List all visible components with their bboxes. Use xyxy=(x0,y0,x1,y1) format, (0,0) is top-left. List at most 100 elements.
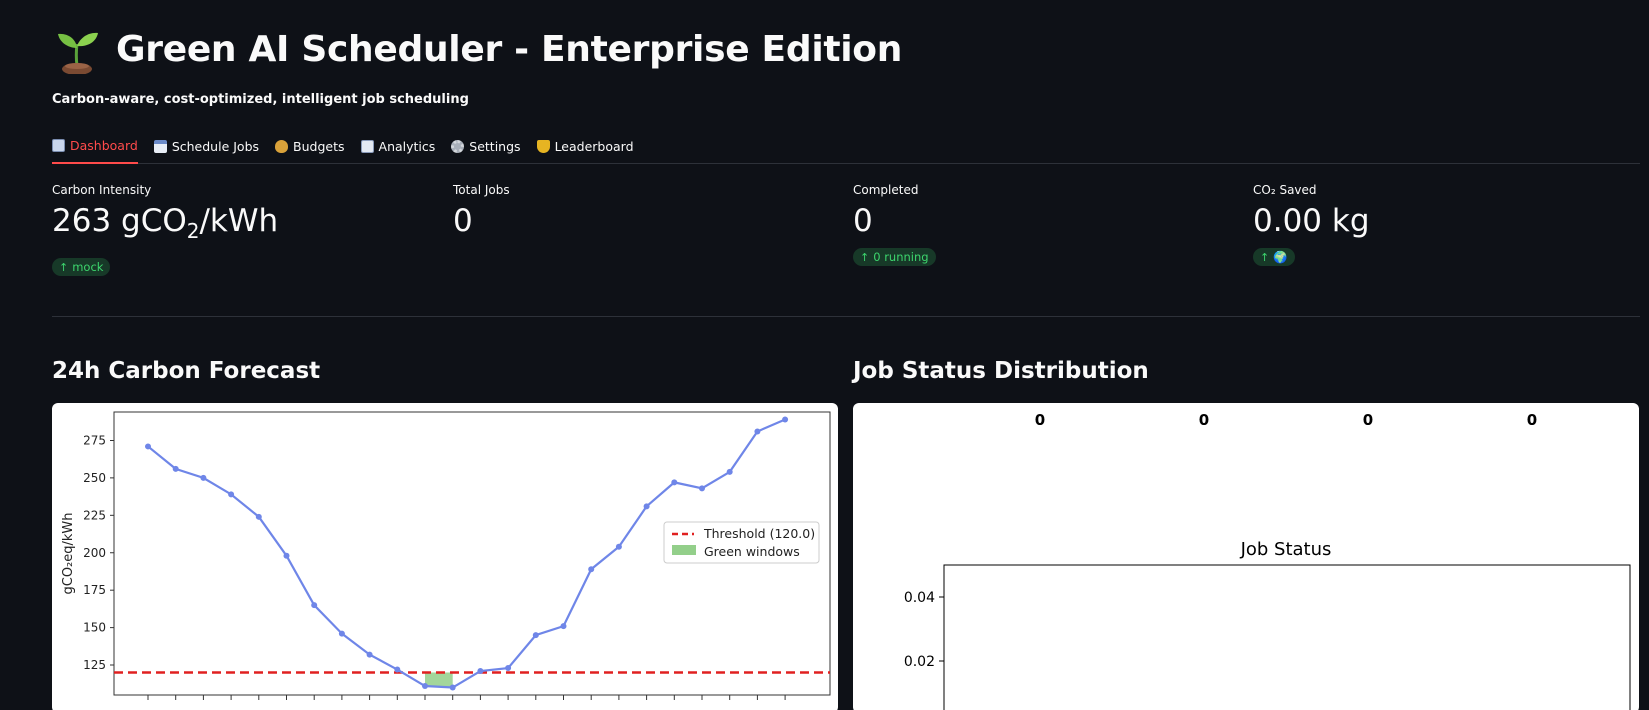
metric-label: Completed xyxy=(853,183,919,197)
metric-value: 0.00 kg xyxy=(1253,203,1370,239)
gear-icon xyxy=(451,139,465,153)
status-plot-frame xyxy=(943,564,1631,710)
tab-label: Leaderboard xyxy=(554,138,634,154)
y-tick-label: 150 xyxy=(83,621,106,635)
y-tick-label: 225 xyxy=(83,508,106,522)
y-tick-label: 175 xyxy=(83,583,106,597)
bar-value-label: 0 xyxy=(1035,411,1045,429)
metric-completed: Completed 0 ↑ 0 running xyxy=(853,183,936,266)
data-point xyxy=(255,513,262,520)
tab-settings[interactable]: Settings xyxy=(451,134,521,164)
forecast-chart: 125 150 175 200 225 250 275 gCO₂eq/kWh Threshol… xyxy=(61,411,831,700)
y-tick-label: 125 xyxy=(83,658,106,672)
forecast-chart-panel: 125 150 175 200 225 250 275 gCO₂eq/kWh Threshol… xyxy=(52,403,838,710)
metric-delta: ↑ 🌍 xyxy=(1253,248,1295,266)
data-point xyxy=(782,416,789,423)
globe-icon: 🌍 xyxy=(1273,250,1288,264)
data-point xyxy=(366,651,373,658)
app-header: Green AI Scheduler - Enterprise Edition xyxy=(52,24,902,74)
tab-schedule-jobs[interactable]: Schedule Jobs xyxy=(153,134,260,164)
metric-delta: ↑ 0 running xyxy=(853,248,936,266)
metric-value: 0 xyxy=(853,203,873,239)
y-axis-label: gCO₂eq/kWh xyxy=(61,512,76,594)
data-point xyxy=(588,566,595,573)
status-chart-title: Job Status xyxy=(1240,539,1332,560)
data-point xyxy=(145,443,151,450)
delta-text: mock xyxy=(72,260,104,275)
data-point xyxy=(615,543,622,550)
y-tick-label: 275 xyxy=(83,433,106,447)
status-chart: 0 0 0 0 Job Status 0.04 0.02 xyxy=(904,411,1631,710)
tab-budgets[interactable]: Budgets xyxy=(275,134,345,164)
tab-label: Dashboard xyxy=(70,137,138,153)
tab-label: Budgets xyxy=(293,138,345,154)
metric-value-number: 263 gCO xyxy=(52,203,187,239)
tab-bar: Dashboard Schedule Jobs Budgets Analytic… xyxy=(52,134,1640,164)
page-subtitle: Carbon-aware, cost-optimized, intelligen… xyxy=(52,92,469,107)
y-tick-label: 0.04 xyxy=(904,590,935,606)
metric-value: 0 xyxy=(453,203,473,239)
bar-value-label: 0 xyxy=(1527,411,1537,429)
data-point xyxy=(283,552,290,559)
data-point xyxy=(560,623,567,630)
page-title: Green AI Scheduler - Enterprise Edition xyxy=(116,28,903,70)
calendar-icon xyxy=(153,139,167,153)
data-point xyxy=(505,665,512,672)
metric-value-unit: /kWh xyxy=(199,203,279,239)
metric-label: CO₂ Saved xyxy=(1253,183,1317,197)
metric-value: 263 gCO2/kWh xyxy=(52,203,278,249)
status-title: Job Status Distribution xyxy=(853,358,1149,384)
legend-threshold-label: Threshold (120.0) xyxy=(703,526,815,541)
status-chart-panel: 0 0 0 0 Job Status 0.04 0.02 xyxy=(853,403,1639,710)
legend-green-swatch xyxy=(672,545,696,555)
bar-value-label: 0 xyxy=(1363,411,1373,429)
data-point xyxy=(532,632,539,639)
data-point xyxy=(671,479,678,486)
arrow-up-icon: ↑ xyxy=(59,260,69,274)
tab-label: Settings xyxy=(469,138,521,154)
data-point xyxy=(477,668,484,675)
data-point xyxy=(726,468,733,475)
data-point xyxy=(200,474,207,481)
data-point xyxy=(449,684,456,691)
tab-label: Analytics xyxy=(378,138,436,154)
tab-leaderboard[interactable]: Leaderboard xyxy=(536,134,634,164)
arrow-up-icon: ↑ xyxy=(1260,250,1270,264)
tab-analytics[interactable]: Analytics xyxy=(360,134,436,164)
metric-total-jobs: Total Jobs 0 xyxy=(453,183,510,239)
data-point xyxy=(172,465,179,472)
data-point xyxy=(228,491,235,498)
metric-delta: ↑ mock xyxy=(52,258,111,277)
tab-label: Schedule Jobs xyxy=(171,138,260,154)
line-chart-icon xyxy=(360,139,374,153)
section-divider xyxy=(52,316,1640,317)
metric-carbon-intensity: Carbon Intensity 263 gCO2/kWh ↑ mock xyxy=(52,183,278,277)
data-point xyxy=(643,503,650,510)
data-point xyxy=(422,683,428,690)
forecast-line xyxy=(147,418,786,689)
arrow-up-icon: ↑ xyxy=(860,250,870,264)
metric-value-subscript: 2 xyxy=(186,219,200,244)
green-window xyxy=(425,672,453,688)
y-tick-label: 200 xyxy=(83,546,106,560)
legend-box xyxy=(663,521,820,564)
bar-value-label: 0 xyxy=(1199,411,1209,429)
data-point xyxy=(394,666,401,673)
y-tick-label: 250 xyxy=(83,471,106,485)
data-point xyxy=(754,428,761,435)
data-point xyxy=(311,602,318,609)
delta-text: 0 running xyxy=(873,250,929,264)
forecast-title: 24h Carbon Forecast xyxy=(52,358,321,384)
metric-label: Total Jobs xyxy=(453,183,510,197)
bar-chart-icon xyxy=(52,138,65,152)
data-point xyxy=(338,630,345,637)
y-tick-label: 0.02 xyxy=(904,654,935,670)
seedling-icon xyxy=(58,32,98,74)
metric-label: Carbon Intensity xyxy=(52,183,152,197)
legend-green-label: Green windows xyxy=(704,544,800,559)
tab-dashboard[interactable]: Dashboard xyxy=(52,134,138,164)
data-point xyxy=(699,485,705,492)
money-bag-icon xyxy=(275,139,289,153)
trophy-icon xyxy=(536,139,550,153)
metric-co2-saved: CO₂ Saved 0.00 kg ↑ 🌍 xyxy=(1253,183,1370,266)
